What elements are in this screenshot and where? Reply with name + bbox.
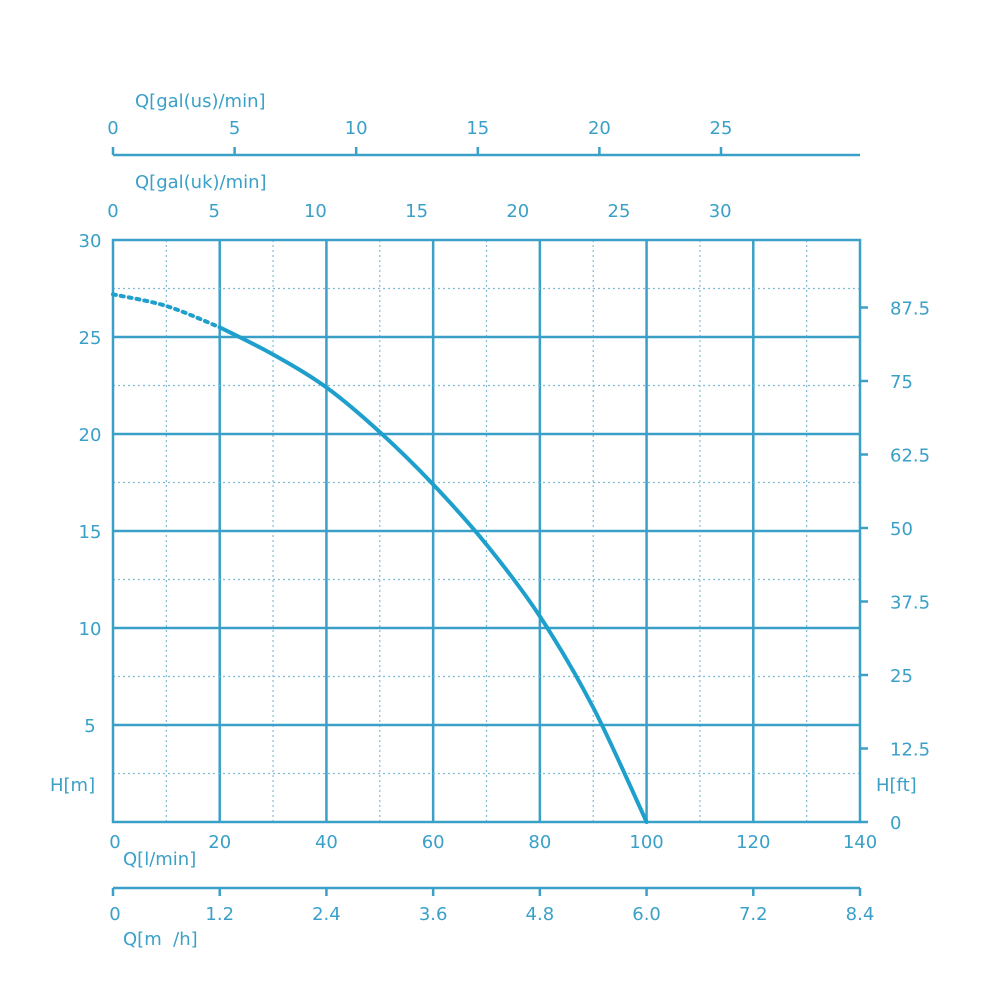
- x-tick-label: 120: [736, 832, 770, 853]
- x-top-us-tick-label: 5: [229, 118, 240, 139]
- x-top-us-tick-label: 10: [345, 118, 368, 139]
- y2-tick-label: 0: [890, 813, 901, 834]
- x-tick-label: 60: [422, 832, 445, 853]
- x-top-us-tick-label: 25: [710, 118, 733, 139]
- x-bottom2-tick-label: 1.2: [205, 904, 234, 925]
- x-tick-label: 40: [315, 832, 338, 853]
- axes: 0 20 40 60 80 100 120 14051015202530012.52537.5…: [79, 118, 931, 925]
- x-bottom2-tick-label: 8.4: [846, 904, 875, 925]
- y2-tick-label: 87.5: [890, 299, 930, 320]
- x-tick-label: 0: [109, 832, 120, 853]
- x-top-us-axis-label: Q[gal(us)/min]: [135, 91, 266, 112]
- x-top-us-tick-label: 0: [107, 118, 118, 139]
- x-bottom2-tick-label: 4.8: [526, 904, 555, 925]
- plot-frame: [111, 238, 862, 824]
- x-top-uk-tick-label: 0: [107, 201, 118, 222]
- curve-measured-segment: [217, 325, 649, 824]
- x-axis-label: Q[l/min]: [123, 849, 196, 870]
- x-top-uk-tick-label: 15: [405, 201, 428, 222]
- curve-extrapolated-segment: [111, 292, 222, 330]
- y-tick-label: 15: [79, 522, 102, 543]
- x-bottom2-tick-label: 2.4: [312, 904, 341, 925]
- x-bottom2-tick-label: 0: [109, 904, 120, 925]
- x-bottom2-tick-label: 3.6: [419, 904, 448, 925]
- x-top-uk-tick-label: 25: [608, 201, 631, 222]
- y-axis-label: H[m]: [50, 775, 95, 796]
- x-bottom2-tick-label: 6.0: [632, 904, 661, 925]
- x-tick-label: 20: [208, 832, 231, 853]
- grid: [113, 240, 860, 822]
- x-bottom2-axis-label: Q[m /h]: [123, 929, 198, 950]
- x-bottom2-tick-label: 7.2: [739, 904, 768, 925]
- y-tick-label: 10: [79, 619, 102, 640]
- y2-tick-label: 25: [890, 666, 913, 687]
- y-tick-label: 30: [79, 231, 102, 252]
- x-tick-label: 100: [629, 832, 663, 853]
- y-tick-label: 25: [79, 328, 102, 349]
- x-top-us-tick-label: 20: [588, 118, 611, 139]
- y2-tick-label: 37.5: [890, 593, 930, 614]
- y2-tick-label: 62.5: [890, 446, 930, 467]
- performance-curve: [111, 292, 649, 824]
- y2-tick-label: 12.5: [890, 740, 930, 761]
- x-top-uk-tick-label: 20: [506, 201, 529, 222]
- x-top-us-tick-label: 15: [466, 118, 489, 139]
- y2-tick-label: 50: [890, 519, 913, 540]
- x-tick-label: 140: [843, 832, 877, 853]
- x-top-uk-axis-label: Q[gal(uk)/min]: [135, 172, 267, 193]
- x-tick-label: 80: [528, 832, 551, 853]
- y2-tick-label: 75: [890, 372, 913, 393]
- y2-axis-label: H[ft]: [876, 775, 917, 796]
- x-top-uk-tick-label: 30: [709, 201, 732, 222]
- y-tick-label: 20: [79, 425, 102, 446]
- y-tick-label: 5: [84, 716, 95, 737]
- x-top-uk-tick-label: 10: [304, 201, 327, 222]
- x-top-uk-tick-label: 5: [208, 201, 219, 222]
